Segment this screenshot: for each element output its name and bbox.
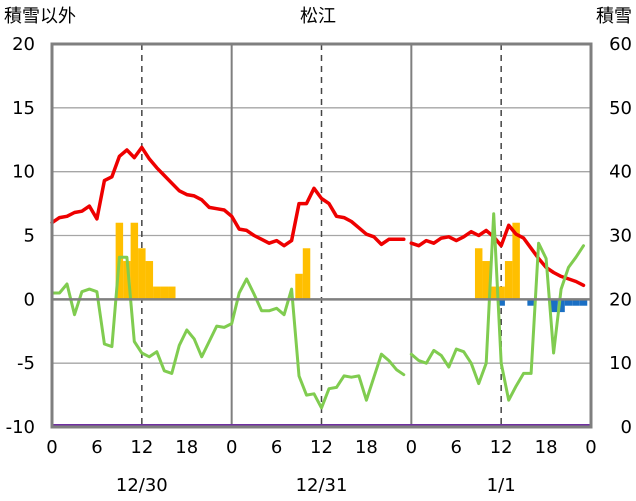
x-tick: 6 <box>271 437 282 458</box>
bar-blue <box>557 299 565 313</box>
chart-title: 松江 <box>300 6 336 27</box>
x-tick: 0 <box>226 437 237 458</box>
y-tick-left: 10 <box>12 162 35 183</box>
x-tick: 12 <box>130 437 153 458</box>
date-label: 12/31 <box>296 475 348 496</box>
y-tick-right: 30 <box>609 226 632 247</box>
y-tick-left: -5 <box>17 353 35 374</box>
plot-border <box>50 42 593 429</box>
grid <box>52 44 591 427</box>
bar-blue <box>572 299 580 306</box>
x-tick: 18 <box>355 437 378 458</box>
x-tick: 0 <box>406 437 417 458</box>
y-tick-right: 50 <box>609 98 632 119</box>
date-label: 12/30 <box>116 475 168 496</box>
lines <box>50 145 586 410</box>
y-tick-left: 0 <box>24 289 35 310</box>
bar-orange <box>138 248 146 300</box>
right-axis-title: 積雪 <box>596 6 632 27</box>
bar-orange <box>160 286 169 300</box>
bar-orange <box>123 261 131 300</box>
bar-blue <box>564 299 573 306</box>
y-tick-right: 40 <box>609 162 632 183</box>
y-tick-left: -10 <box>6 417 35 438</box>
bar-orange <box>130 222 139 300</box>
bar-orange <box>302 248 311 300</box>
bar-orange <box>489 286 498 300</box>
y-tick-right: 0 <box>621 417 632 438</box>
date-label: 1/1 <box>487 475 516 496</box>
x-tick: 6 <box>91 437 102 458</box>
series-red-line <box>409 223 586 288</box>
bar-orange <box>474 248 483 300</box>
bar-orange <box>512 222 520 300</box>
bar-orange <box>153 286 161 300</box>
bars <box>115 222 588 313</box>
x-tick: 6 <box>451 437 462 458</box>
bar-orange <box>145 261 154 300</box>
bar-orange <box>168 286 176 300</box>
y-tick-right: 60 <box>609 34 632 55</box>
y-tick-left: 15 <box>12 98 35 119</box>
y-tick-left: 5 <box>24 226 35 247</box>
plot-frame <box>50 42 593 429</box>
x-tick: 0 <box>585 437 596 458</box>
bar-blue <box>579 299 588 306</box>
bar-orange <box>295 273 303 300</box>
bar-blue <box>497 299 505 306</box>
x-tick: 12 <box>490 437 513 458</box>
bar-orange <box>497 286 505 300</box>
left-axis-title: 積雪以外 <box>4 6 76 27</box>
y-tick-left: 20 <box>12 34 35 55</box>
x-tick: 18 <box>535 437 558 458</box>
x-tick: 0 <box>46 437 57 458</box>
y-tick-right: 10 <box>609 353 632 374</box>
y-tick-right: 20 <box>609 289 632 310</box>
bar-blue <box>527 299 535 306</box>
x-tick: 12 <box>310 437 333 458</box>
x-tick: 18 <box>175 437 198 458</box>
series-green-line <box>409 212 585 402</box>
bar-orange <box>504 261 513 300</box>
bar-orange <box>482 261 490 300</box>
bar-blue <box>549 299 558 313</box>
series-green-line <box>50 255 406 410</box>
series-red-line <box>50 145 406 248</box>
